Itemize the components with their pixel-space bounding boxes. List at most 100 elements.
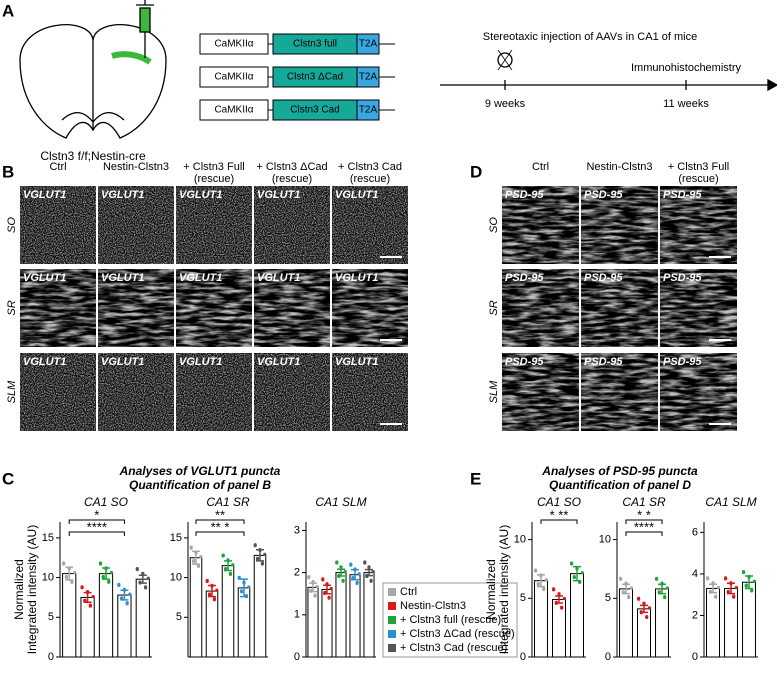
- bar: [117, 594, 132, 658]
- error-bar: [102, 567, 110, 580]
- data-point: [107, 580, 111, 584]
- significance-label: ****: [634, 519, 654, 534]
- panel-label: A: [2, 1, 14, 20]
- data-point: [143, 586, 148, 590]
- column-header: + Clstn3 Full: [183, 161, 244, 173]
- data-point: [619, 577, 623, 581]
- micrograph-texture: [176, 186, 252, 264]
- data-point: [572, 575, 576, 580]
- panel-title: Analyses of VGLUT1 puncta: [119, 464, 281, 478]
- bar: [98, 573, 114, 658]
- marker-label: PSD-95: [505, 356, 544, 368]
- row-label: SO: [488, 217, 500, 233]
- marker-label: VGLUT1: [23, 356, 66, 368]
- bar: [552, 598, 566, 658]
- chart-title: CA1 SO: [84, 495, 128, 509]
- significance-label: * **: [550, 507, 569, 522]
- panel-title: Analyses of PSD-95 puncta: [541, 464, 698, 478]
- column-header: (rescue): [272, 173, 312, 185]
- tag-label: T2A: [359, 72, 378, 83]
- data-point: [335, 561, 339, 565]
- micrograph-texture: [581, 353, 658, 431]
- data-point: [647, 606, 652, 610]
- gene-label: Clstn3 Cad: [290, 105, 339, 116]
- y-axis-label: Normalized: [12, 559, 26, 620]
- legend-label: + Clstn3 full (rescue): [400, 614, 501, 626]
- data-point: [716, 585, 721, 590]
- data-point: [629, 586, 634, 590]
- data-point: [189, 546, 193, 550]
- column-header: (rescue): [194, 173, 234, 185]
- data-point: [578, 580, 582, 584]
- data-point: [343, 570, 347, 574]
- y-tick-label: 0: [48, 651, 54, 663]
- significance-bracket: [68, 519, 125, 524]
- data-point: [663, 595, 667, 600]
- data-point: [208, 593, 212, 597]
- data-point: [98, 562, 103, 566]
- data-point: [363, 561, 367, 565]
- bar: [655, 588, 669, 658]
- micrograph-texture: [176, 269, 252, 347]
- micrograph-texture: [254, 353, 330, 431]
- marker-label: VGLUT1: [179, 272, 222, 284]
- data-point: [62, 562, 66, 566]
- legend-label: + Clstn3 Cad (rescue): [400, 642, 507, 654]
- column-header: + Clstn3 Cad: [338, 161, 402, 173]
- bar: [189, 557, 203, 658]
- marker-label: PSD-95: [584, 272, 623, 284]
- y-axis-label: Normalized: [484, 559, 498, 620]
- error-bar: [309, 582, 317, 593]
- data-point: [536, 582, 540, 587]
- bar: [205, 590, 219, 658]
- row-label: SO: [6, 217, 18, 233]
- column-header: (rescue): [350, 173, 390, 185]
- bar: [637, 608, 651, 658]
- bar: [253, 554, 267, 658]
- bar: [221, 565, 235, 658]
- significance-label: *: [94, 507, 99, 522]
- promoter-box: [199, 33, 269, 55]
- marker-label: VGLUT1: [257, 272, 300, 284]
- legend-label: Ctrl: [400, 586, 417, 598]
- marker-label: PSD-95: [663, 272, 702, 284]
- micrograph-texture: [98, 269, 174, 347]
- legend-swatch: [388, 616, 396, 624]
- data-point: [231, 563, 235, 567]
- column-header: Nestin-Clstn3: [586, 161, 652, 173]
- panel-label: B: [2, 162, 14, 181]
- marker-label: VGLUT1: [23, 189, 66, 201]
- legend-label: + Clstn3 ΔCad (rescue): [400, 628, 515, 640]
- gene-label: Clstn3 full: [293, 39, 337, 50]
- bar: [534, 580, 548, 658]
- significance-bracket: [625, 519, 663, 524]
- data-point: [64, 575, 69, 580]
- y-tick-label: 5: [520, 592, 526, 604]
- marker-label: VGLUT1: [257, 189, 300, 201]
- data-point: [560, 606, 564, 610]
- column-header: Ctrl: [532, 161, 549, 173]
- column-header: Nestin-Clstn3: [103, 161, 169, 173]
- panel-label: D: [470, 162, 482, 181]
- y-tick-label: 0: [520, 651, 526, 663]
- data-point: [315, 584, 319, 589]
- bar: [80, 596, 95, 658]
- promoter-box: [199, 99, 269, 121]
- data-point: [752, 579, 757, 583]
- micrograph-texture: [502, 269, 579, 347]
- event-note: Immunohistochemistry: [631, 62, 742, 74]
- y-tick-label: 0: [294, 651, 300, 663]
- marker-label: VGLUT1: [23, 272, 66, 284]
- bar: [135, 578, 150, 658]
- marker-label: VGLUT1: [101, 189, 144, 201]
- column-header: Ctrl: [49, 161, 66, 173]
- data-point: [263, 552, 267, 556]
- y-tick-label: 10: [170, 571, 182, 583]
- tag-box: [356, 33, 380, 55]
- significance-bracket: [540, 519, 578, 524]
- data-point: [101, 575, 105, 580]
- data-point: [724, 577, 728, 581]
- column-header: (rescue): [678, 173, 718, 185]
- data-point: [196, 564, 200, 569]
- data-point: [742, 570, 746, 575]
